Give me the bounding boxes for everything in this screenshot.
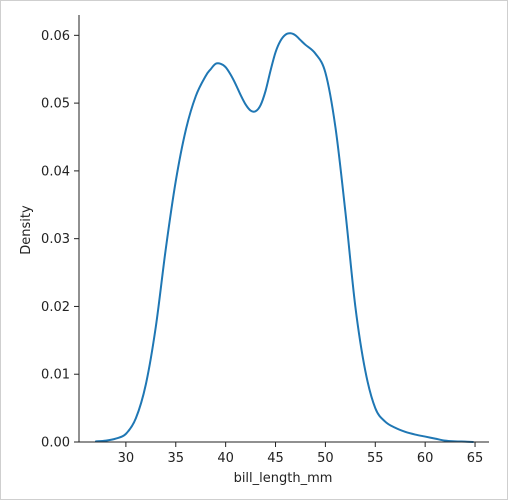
plot-area [94, 32, 475, 443]
x-tick-label: 35 [167, 451, 184, 466]
y-axis-label: Density [19, 205, 34, 255]
x-tick-label: 60 [417, 451, 434, 466]
x-tick-label: 40 [217, 451, 234, 466]
x-tick-label: 50 [317, 451, 334, 466]
y-tick-label: 0.06 [41, 29, 70, 44]
x-tick-label: 55 [367, 451, 384, 466]
x-tick-label: 45 [267, 451, 284, 466]
axes: 30 35 40 45 50 55 60 65 0.00 0.01 0.02 0.03 0.04 0.05… [41, 15, 489, 466]
x-tick-label: 30 [118, 451, 135, 466]
y-tick-label: 0.05 [41, 97, 70, 112]
y-tick-label: 0.03 [41, 232, 70, 247]
y-tick-label: 0.02 [41, 300, 70, 315]
y-tick-label: 0.01 [41, 368, 70, 383]
x-axis-label: bill_length_mm [234, 471, 333, 486]
density-curve [94, 32, 475, 443]
y-tick-label: 0.04 [41, 164, 70, 179]
y-tick-label: 0.00 [41, 436, 70, 451]
x-tick-label: 65 [467, 451, 484, 466]
